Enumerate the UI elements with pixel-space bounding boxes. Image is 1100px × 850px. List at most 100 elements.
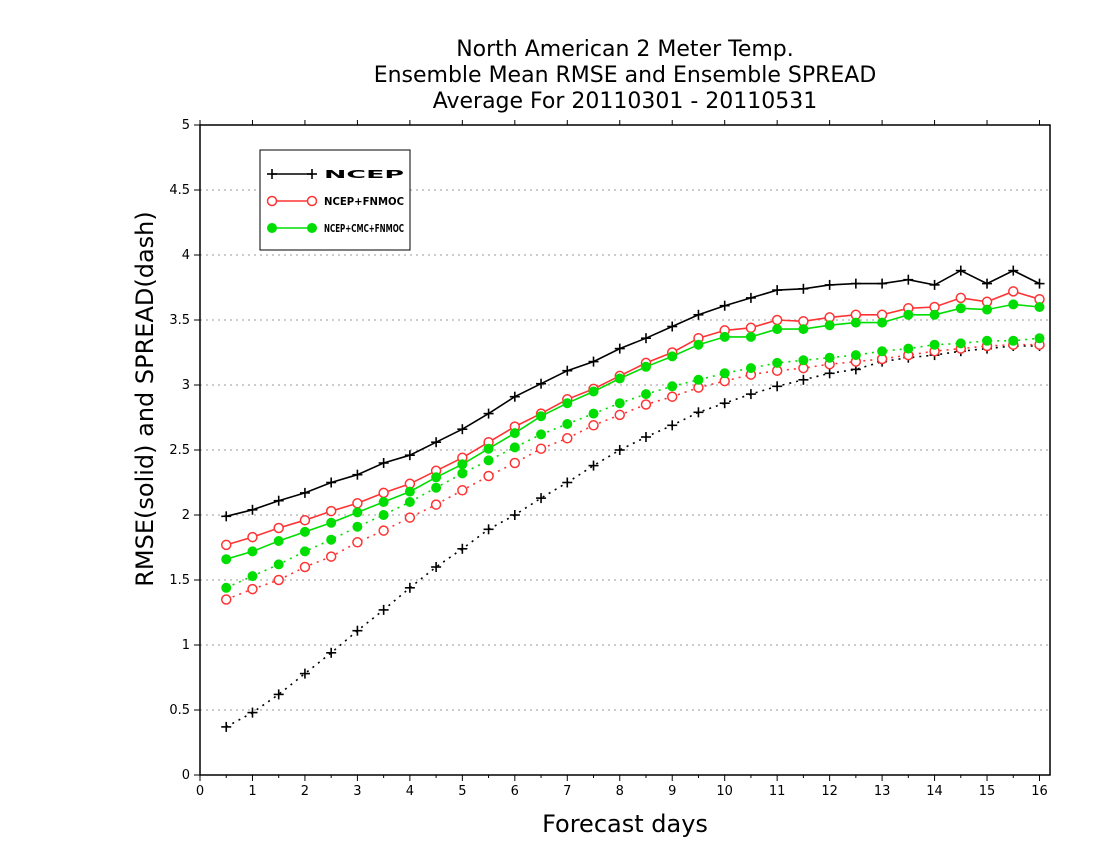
x-axis-label: Forecast days — [542, 810, 708, 838]
ncep-fnmoc-spread-point — [457, 485, 468, 496]
x-tick-label: 2 — [301, 784, 309, 799]
legend-marker-ncep-fnmoc — [306, 195, 318, 207]
ncep-fnmoc-rmse-point — [1008, 286, 1019, 297]
legend-marker-ncep-fnmoc — [266, 195, 278, 207]
grid-layer — [200, 189, 1050, 711]
ncep-cmc-fnmoc-spread-point — [483, 455, 494, 466]
x-tick-label: 8 — [616, 784, 624, 799]
ncep-spread-point — [588, 460, 599, 471]
ncep-cmc-fnmoc-spread-point — [378, 510, 389, 520]
x-tick-label: 10 — [716, 784, 733, 799]
ncep-cmc-fnmoc-spread-point — [877, 346, 888, 357]
ncep-rmse-point — [247, 504, 258, 515]
ncep-cmc-fnmoc-spread-point — [536, 429, 547, 440]
ncep-fnmoc-rmse-line — [225, 290, 1040, 546]
ncep-spread-point — [352, 625, 363, 636]
ncep-rmse-point — [431, 437, 442, 448]
ncep-cmc-fnmoc-rmse-point — [929, 309, 940, 320]
y-tick-label: 2 — [182, 508, 190, 523]
ncep-cmc-fnmoc-rmse-point — [719, 331, 730, 342]
ncep-fnmoc-spread-point — [535, 443, 547, 454]
ncep-cmc-fnmoc-spread-point — [326, 534, 337, 545]
ncep-spread-point — [719, 398, 730, 409]
ncep-rmse-point — [903, 274, 914, 285]
y-tick-label: 0.5 — [169, 703, 190, 718]
ncep-fnmoc-rmse-point — [378, 487, 389, 499]
ncep-cmc-fnmoc-spread-point — [352, 521, 363, 532]
ncep-rmse-point — [509, 391, 520, 402]
ncep-cmc-fnmoc-rmse-point — [431, 472, 442, 483]
ncep-cmc-fnmoc-spread-point — [614, 398, 625, 409]
ncep-cmc-fnmoc-rmse-point — [877, 317, 888, 328]
ncep-cmc-fnmoc-spread-point — [772, 357, 783, 368]
ncep-rmse-point — [877, 278, 888, 289]
ncep-cmc-fnmoc-rmse-point — [404, 486, 415, 497]
x-tick-label: 4 — [406, 784, 414, 799]
chart-title-line-1: North American 2 Meter Temp. — [456, 37, 794, 62]
ncep-cmc-fnmoc-rmse-point — [693, 339, 704, 350]
ncep-fnmoc-rmse-point — [247, 531, 258, 543]
series-layer — [220, 265, 1045, 732]
ncep-spread-point — [824, 368, 835, 379]
x-tick-label: 1 — [248, 784, 256, 799]
ncep-rmse-point — [693, 309, 704, 320]
ncep-rmse-point — [850, 278, 861, 289]
x-tick-label: 3 — [353, 784, 361, 799]
ncep-cmc-fnmoc-spread-point — [667, 381, 678, 392]
ncep-cmc-fnmoc-rmse-point — [509, 428, 520, 439]
ncep-fnmoc-rmse-point — [299, 514, 311, 526]
x-tick-label: 15 — [979, 784, 996, 799]
ncep-rmse-point — [772, 285, 783, 296]
y-tick-label: 4 — [182, 248, 190, 263]
ncep-spread-point — [772, 381, 783, 392]
ncep-fnmoc-spread-point — [404, 512, 416, 523]
ncep-cmc-fnmoc-rmse-point — [614, 373, 625, 384]
ncep-rmse-point — [404, 450, 415, 461]
ncep-rmse-point — [483, 408, 494, 419]
ncep-cmc-fnmoc-rmse-point — [299, 526, 310, 537]
ncep-rmse-point — [326, 477, 337, 488]
ncep-cmc-fnmoc-spread-point — [850, 350, 861, 361]
ncep-fnmoc-rmse-point — [352, 498, 363, 509]
ncep-spread-point — [798, 374, 809, 385]
y-tick-label: 3.5 — [169, 313, 190, 328]
ncep-spread-line — [225, 345, 1040, 728]
legend-box — [259, 149, 411, 251]
ncep-rmse-point — [221, 511, 232, 522]
y-axis-label: RMSE(solid) and SPREAD(dash) — [131, 211, 159, 587]
legend: NCEP NCEP+FNMOC NCEP+CMC+FNMOC — [259, 149, 411, 251]
ncep-fnmoc-spread-point — [352, 537, 363, 548]
legend-label-ncep: NCEP — [324, 168, 404, 181]
ncep-cmc-fnmoc-rmse-point — [798, 324, 809, 335]
ncep-rmse-point — [640, 333, 651, 344]
ncep-fnmoc-rmse-point — [220, 539, 232, 551]
ncep-cmc-fnmoc-rmse-point — [483, 443, 494, 454]
x-tick-label: 13 — [874, 784, 891, 799]
ncep-rmse-point — [614, 343, 625, 354]
y-tick-label: 0 — [182, 768, 190, 783]
ncep-fnmoc-spread-point — [273, 574, 284, 586]
ncep-fnmoc-spread-point — [666, 391, 678, 402]
ncep-cmc-fnmoc-spread-point — [221, 582, 232, 593]
ncep-rmse-point — [588, 356, 599, 367]
ncep-cmc-fnmoc-spread-point — [719, 368, 730, 379]
ncep-cmc-fnmoc-spread-point — [247, 571, 258, 582]
ncep-spread-point — [693, 407, 704, 418]
ncep-cmc-fnmoc-spread-point — [404, 497, 415, 507]
x-tick-label: 5 — [458, 784, 466, 799]
ncep-rmse-point — [719, 300, 730, 311]
ncep-cmc-fnmoc-rmse-point — [667, 351, 678, 362]
ncep-spread-point — [404, 582, 415, 593]
ncep-rmse-point — [562, 365, 573, 376]
ncep-cmc-fnmoc-rmse-point — [247, 546, 258, 557]
ncep-spread-point — [299, 668, 310, 679]
ncep-spread-point — [221, 721, 232, 732]
ncep-cmc-fnmoc-rmse-point — [588, 386, 599, 397]
ncep-cmc-fnmoc-rmse-point — [562, 398, 573, 409]
ncep-fnmoc-spread-point — [378, 525, 389, 536]
ncep-rmse-point — [299, 487, 310, 498]
ncep-cmc-fnmoc-rmse-point — [955, 303, 966, 314]
x-tick-label: 7 — [563, 784, 571, 799]
ncep-rmse-point — [745, 292, 756, 303]
